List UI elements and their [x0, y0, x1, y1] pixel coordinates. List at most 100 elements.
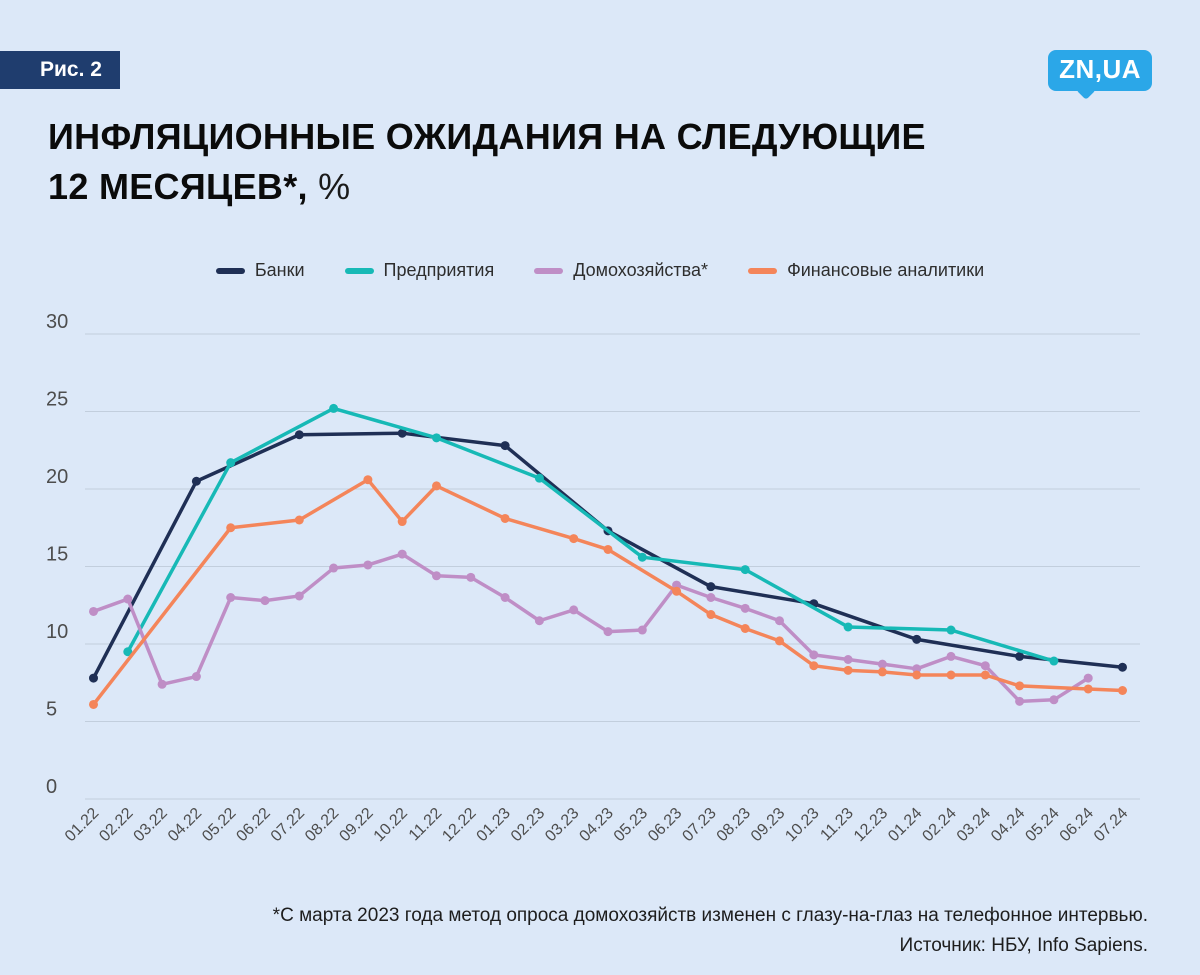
chart-title-line1: ИНФЛЯЦИОННЫЕ ОЖИДАНИЯ НА СЛЕДУЮЩИЕ [48, 116, 926, 157]
legend-label-enterprises: Предприятия [383, 260, 495, 280]
data-point-enterprises-05.23 [637, 552, 647, 562]
data-point-banks-01.22 [89, 673, 98, 683]
data-point-households-10.22 [397, 549, 407, 559]
legend-item-enterprises: Предприятия [344, 260, 495, 281]
data-point-analysts-03.24 [980, 670, 990, 680]
y-tick-label-5: 5 [46, 699, 57, 721]
data-point-households-02.23 [534, 616, 544, 626]
data-point-households-02.24 [946, 651, 956, 661]
x-tick-label-04.23: 04.23 [576, 805, 616, 845]
data-point-analysts-11.22 [432, 481, 441, 491]
x-tick-label-12.23: 12.23 [851, 805, 891, 845]
data-point-households-06.22 [260, 596, 270, 606]
legend-label-analysts: Финансовые аналитики [787, 260, 985, 280]
data-point-households-04.22 [191, 672, 201, 682]
data-point-analysts-01.24 [912, 670, 922, 680]
data-point-households-05.24 [1049, 695, 1059, 705]
data-point-analysts-04.24 [1015, 681, 1025, 691]
data-point-analysts-09.22 [363, 475, 373, 485]
x-tick-label-02.22: 02.22 [96, 805, 136, 845]
x-tick-label-03.22: 03.22 [131, 805, 171, 845]
data-point-households-01.24 [912, 664, 922, 674]
data-point-analysts-06.24 [1083, 684, 1093, 694]
data-point-banks-01.24 [912, 634, 922, 644]
x-tick-label-01.23: 01.23 [474, 805, 514, 845]
znua-logo-text: ZN,UA [1059, 54, 1141, 84]
x-tick-label-07.23: 07.23 [679, 805, 719, 845]
data-point-analysts-07.24 [1118, 686, 1127, 695]
figure-number-badge: Рис. 2 [0, 51, 120, 89]
legend-swatch-analysts [748, 267, 778, 274]
data-point-banks-07.24 [1118, 662, 1127, 672]
x-tick-label-01.24: 01.24 [885, 805, 925, 845]
data-point-banks-04.24 [1015, 651, 1025, 661]
data-point-households-10.23 [809, 650, 819, 660]
data-point-analysts-04.23 [603, 544, 613, 554]
data-point-enterprises-05.22 [226, 458, 236, 468]
data-point-households-03.24 [980, 661, 990, 671]
data-point-households-08.22 [329, 563, 339, 573]
footnote: *С марта 2023 года метод опроса домохозя… [272, 905, 1148, 926]
data-point-enterprises-02.23 [534, 473, 544, 483]
chart-title-line2: 12 МЕСЯЦЕВ*, [48, 165, 308, 207]
data-point-households-04.23 [603, 627, 613, 637]
data-point-households-05.22 [226, 593, 236, 602]
data-point-enterprises-11.23 [843, 622, 853, 632]
y-tick-label-15: 15 [46, 544, 68, 566]
data-point-households-09.23 [775, 616, 784, 626]
data-point-analysts-06.23 [672, 586, 682, 596]
x-tick-label-12.22: 12.22 [439, 805, 479, 845]
x-tick-label-08.22: 08.22 [302, 805, 342, 845]
data-point-analysts-10.23 [809, 661, 819, 671]
data-point-enterprises-05.24 [1049, 656, 1059, 666]
series-line-enterprises [126, 406, 1056, 663]
series-line-banks [91, 431, 1125, 680]
x-tick-label-06.24: 06.24 [1057, 805, 1097, 845]
y-tick-label-30: 30 [46, 311, 68, 333]
legend-swatch-enterprises [344, 267, 374, 274]
data-point-households-07.22 [294, 591, 304, 601]
data-point-households-03.23 [569, 605, 579, 615]
data-point-households-12.23 [877, 659, 887, 669]
data-point-households-03.22 [157, 679, 167, 689]
chart-title: ИНФЛЯЦИОННЫЕ ОЖИДАНИЯ НА СЛЕДУЮЩИЕ 12 МЕ… [48, 112, 926, 211]
legend-swatch-households [534, 267, 564, 274]
x-tick-label-03.23: 03.23 [542, 805, 582, 845]
x-tick-label-07.22: 07.22 [268, 805, 308, 845]
series-line-analysts [91, 477, 1125, 707]
legend-item-banks: Банки [215, 260, 305, 281]
chart-title-unit: % [307, 165, 351, 207]
legend-label-households: Домохозяйства* [573, 260, 709, 280]
data-point-banks-07.22 [294, 430, 304, 440]
x-tick-label-09.22: 09.22 [336, 805, 376, 845]
data-point-analysts-03.23 [569, 534, 579, 544]
x-tick-label-04.24: 04.24 [988, 805, 1028, 845]
x-tick-label-04.22: 04.22 [165, 805, 205, 845]
y-tick-label-10: 10 [46, 621, 68, 643]
y-tick-label-20: 20 [46, 466, 68, 488]
data-point-households-01.23 [500, 593, 510, 602]
data-point-analysts-10.22 [397, 517, 407, 527]
data-point-enterprises-02.22 [123, 647, 133, 657]
data-point-analysts-09.23 [775, 636, 784, 646]
data-point-enterprises-02.24 [946, 625, 956, 635]
x-tick-label-10.22: 10.22 [371, 805, 411, 845]
data-point-analysts-11.23 [843, 665, 853, 675]
data-point-analysts-01.22 [89, 699, 98, 709]
legend-item-households: Домохозяйства* [534, 260, 708, 281]
x-tick-label-06.22: 06.22 [233, 805, 273, 845]
x-tick-label-05.24: 05.24 [1022, 805, 1062, 845]
line-chart: 05101520253001.2202.2203.2204.2205.2206.… [46, 311, 1140, 845]
x-tick-label-07.24: 07.24 [1091, 805, 1131, 845]
data-point-banks-07.23 [706, 582, 716, 592]
znua-logo: ZN,UA [1048, 50, 1152, 100]
x-tick-label-05.23: 05.23 [611, 805, 651, 845]
legend-label-banks: Банки [254, 260, 305, 280]
legend-item-analysts: Финансовые аналитики [748, 260, 984, 281]
chart-legend: Банки Предприятия Домохозяйства* Финансовые… [0, 260, 1200, 281]
data-point-analysts-08.23 [740, 624, 750, 633]
data-point-analysts-07.23 [706, 610, 716, 620]
y-tick-label-25: 25 [46, 389, 68, 411]
data-point-analysts-12.23 [877, 667, 887, 677]
x-tick-label-02.24: 02.24 [919, 805, 959, 845]
